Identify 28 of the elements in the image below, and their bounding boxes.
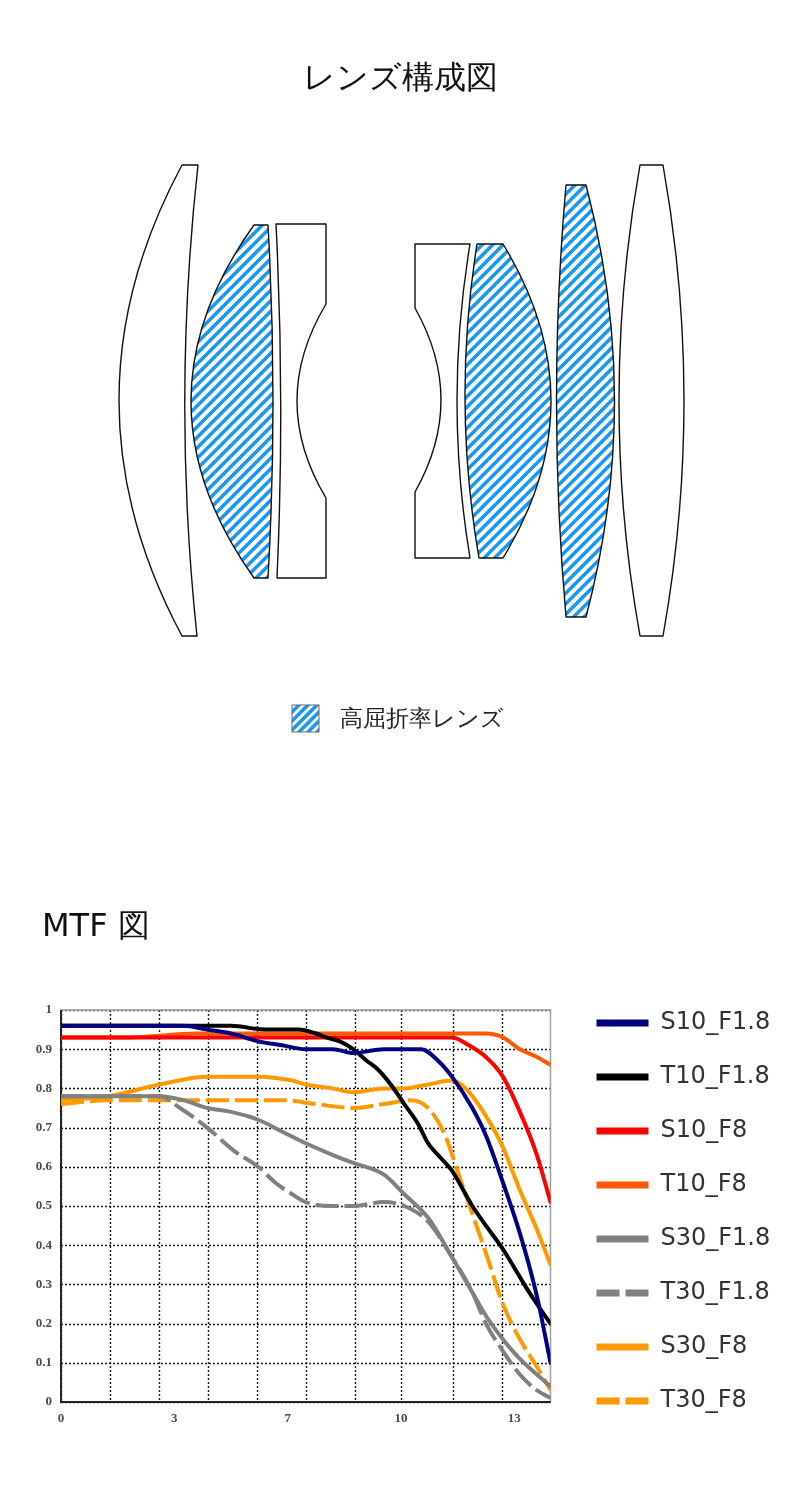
y-tick-label: 0.2 <box>35 1314 52 1330</box>
chart-title: MTF 図 <box>42 905 150 945</box>
text: 高屈折率レンズ <box>340 704 504 733</box>
legend-label: T30_F8 <box>659 1385 747 1414</box>
x-tick-label: 7 <box>284 1410 292 1426</box>
legend-label: S30_F1.8 <box>660 1223 771 1252</box>
y-tick-label: 0.7 <box>35 1118 53 1134</box>
legend-label: T10_F1.8 <box>659 1061 770 1090</box>
y-tick-label: 0.5 <box>35 1197 53 1213</box>
line-series <box>61 1035 551 1205</box>
text: レンズ構成図 <box>302 58 498 96</box>
y-tick-label: 0.6 <box>35 1158 53 1174</box>
y-tick-label: 0.4 <box>35 1236 53 1252</box>
x-tick-label: 10 <box>394 1410 408 1426</box>
legend-label: S10_F1.8 <box>660 1007 771 1036</box>
x-tick-label: 13 <box>507 1410 522 1426</box>
y-tick-label: 1 <box>45 1001 52 1017</box>
x-tick-label: 3 <box>170 1410 178 1426</box>
y-tick-label: 0 <box>45 1393 52 1409</box>
legend-label: T10_F8 <box>659 1169 747 1198</box>
y-tick-label: 0.8 <box>35 1079 53 1095</box>
y-tick-label: 0.1 <box>35 1354 52 1370</box>
legend-label: S10_F8 <box>660 1115 748 1144</box>
legend-label: S30_F8 <box>660 1331 748 1360</box>
legend-label: T30_F1.8 <box>659 1277 770 1306</box>
x-tick-label: 0 <box>57 1410 65 1426</box>
y-tick-label: 0.9 <box>35 1040 53 1056</box>
y-tick-label: 0.3 <box>35 1275 53 1291</box>
